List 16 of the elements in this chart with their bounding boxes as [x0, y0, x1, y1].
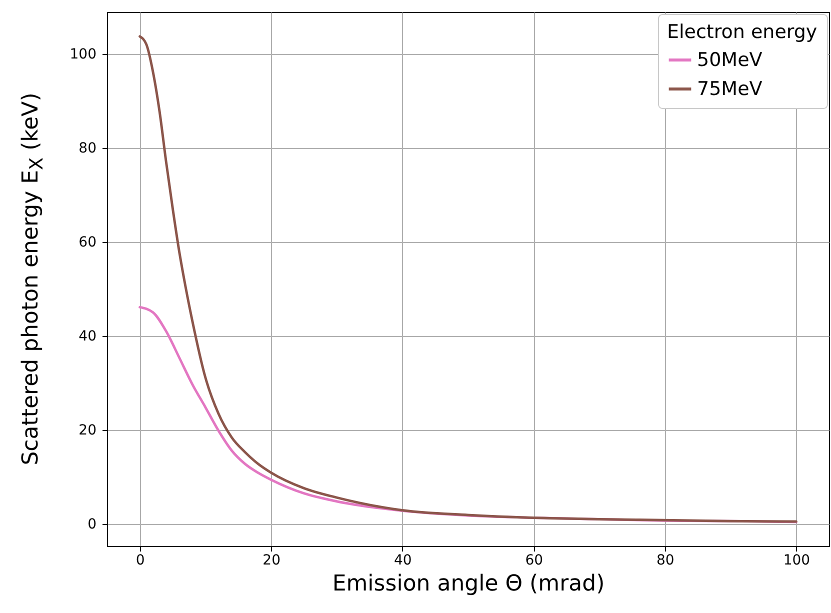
y-tick-label: 20 — [78, 422, 96, 438]
x-tick-label: 100 — [783, 552, 810, 568]
x-tick-label: 0 — [136, 552, 145, 568]
x-tick-label: 80 — [656, 552, 674, 568]
y-tick-label: 80 — [78, 140, 96, 156]
legend-label: 75MeV — [697, 78, 762, 100]
x-tick-label: 60 — [525, 552, 544, 568]
y-tick-label: 100 — [70, 46, 96, 62]
y-tick-label: 40 — [78, 328, 96, 344]
legend-label: 50MeV — [697, 49, 762, 71]
y-tick-label: 0 — [88, 516, 96, 532]
x-axis-title: Emission angle Θ (mrad) — [332, 572, 605, 596]
x-tick-label: 40 — [394, 552, 412, 568]
y-tick-label: 60 — [78, 234, 96, 250]
legend-title: Electron energy — [667, 21, 818, 43]
x-tick-label: 20 — [262, 552, 281, 568]
